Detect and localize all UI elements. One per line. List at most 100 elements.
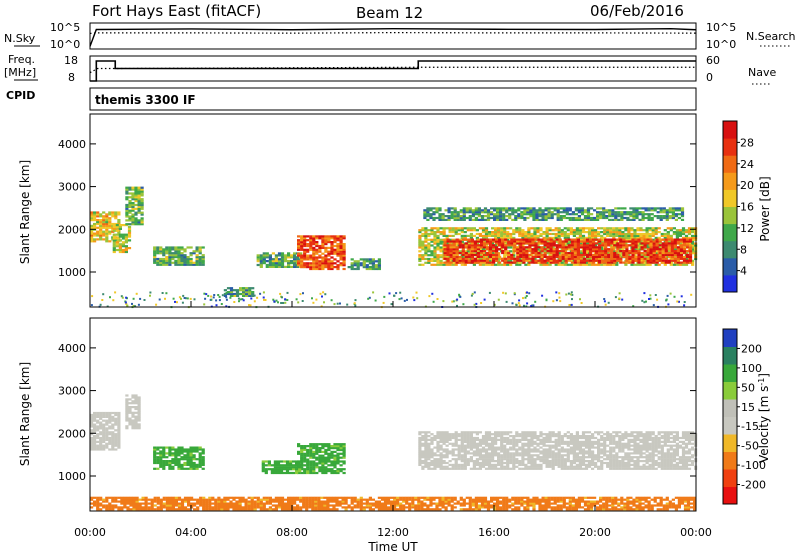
- power-cell: [644, 209, 648, 212]
- power-cell: [290, 265, 294, 268]
- power-cell: [432, 300, 435, 303]
- velocity-cell: [454, 467, 458, 470]
- velocity-cell: [102, 436, 106, 440]
- power-cell: [124, 239, 128, 242]
- velocity-cell: [327, 443, 331, 446]
- power-cell: [131, 215, 135, 218]
- power-cell: [124, 247, 128, 250]
- power-cell: [516, 251, 520, 255]
- power-cell: [424, 250, 428, 253]
- velocity-cell: [472, 454, 476, 457]
- power-cell: [156, 252, 160, 255]
- power-cell: [198, 257, 202, 261]
- velocity-cell: [303, 470, 307, 473]
- power-cell: [642, 236, 646, 239]
- power-cell: [558, 296, 561, 299]
- power-cell: [445, 234, 449, 237]
- power-cell: [534, 300, 537, 303]
- power-cell: [673, 295, 676, 298]
- velocity-cell: [159, 458, 163, 461]
- velocity-cell: [418, 442, 422, 445]
- velocity-cell: [469, 458, 473, 461]
- power-cell: [153, 252, 157, 255]
- power-cell: [466, 250, 470, 253]
- power-cell: [666, 227, 670, 230]
- power-cell: [500, 263, 504, 266]
- power-cell: [471, 215, 475, 218]
- power-cell: [670, 242, 674, 245]
- velocity-cell: [436, 458, 440, 461]
- velocity-cell: [451, 435, 455, 438]
- power-cell: [353, 260, 357, 263]
- velocity-cell: [487, 463, 492, 466]
- velocity-cell: [156, 448, 160, 451]
- power-cell: [327, 237, 331, 240]
- power-cell: [309, 237, 313, 240]
- power-cell: [578, 257, 582, 261]
- velocity-cell: [424, 442, 428, 445]
- power-cell: [330, 244, 334, 248]
- power-cell: [634, 250, 638, 253]
- power-cell: [377, 266, 381, 269]
- power-cell: [134, 213, 138, 216]
- power-cell: [616, 257, 620, 260]
- velocity-cell: [497, 467, 501, 470]
- power-cell: [135, 292, 138, 295]
- power-cell: [333, 239, 337, 242]
- power-cell: [460, 263, 464, 266]
- velocity-cell: [117, 435, 121, 438]
- power-cell: [259, 292, 262, 295]
- power-cell: [438, 207, 442, 210]
- power-cell: [656, 215, 660, 218]
- velocity-cell: [472, 467, 476, 470]
- velocity-cell: [131, 411, 135, 414]
- power-cell: [548, 263, 552, 266]
- power-cell: [439, 250, 443, 253]
- power-cell: [568, 304, 571, 307]
- velocity-cell: [436, 463, 440, 466]
- power-cell: [312, 235, 316, 238]
- velocity-cell: [312, 464, 316, 467]
- power-cell: [460, 240, 464, 243]
- power-cell: [180, 297, 182, 300]
- power-cell: [333, 248, 337, 251]
- power-cell: [445, 227, 449, 230]
- power-cell: [127, 227, 132, 230]
- velocity-cell: [436, 431, 440, 434]
- power-cell: [644, 216, 648, 220]
- power-cell: [102, 211, 106, 214]
- velocity-cell: [451, 448, 455, 451]
- velocity-cell: [491, 458, 495, 461]
- power-cell: [454, 244, 458, 247]
- power-cell: [535, 209, 539, 212]
- power-cell: [509, 250, 513, 253]
- velocity-cell: [168, 452, 172, 455]
- power-cell: [430, 250, 434, 253]
- power-cell: [542, 246, 546, 249]
- power-cell: [571, 213, 575, 216]
- power-cell: [523, 216, 527, 220]
- velocity-cell: [99, 427, 103, 430]
- power-cell: [300, 258, 304, 261]
- power-cell: [643, 301, 646, 304]
- velocity-cell: [131, 421, 135, 424]
- velocity-cell: [463, 452, 467, 455]
- velocity-cell: [336, 470, 340, 473]
- power-cell: [259, 254, 263, 257]
- velocity-cell: [430, 450, 434, 453]
- power-cell: [626, 213, 630, 216]
- power-cell: [688, 238, 693, 241]
- power-cell: [629, 207, 633, 210]
- velocity-cell: [342, 468, 346, 471]
- power-cell: [631, 242, 635, 245]
- power-cell: [604, 238, 608, 241]
- velocity-cell: [114, 417, 118, 420]
- power-cell: [652, 255, 656, 258]
- power-cell: [519, 248, 523, 251]
- power-cell: [239, 298, 242, 301]
- power-cell: [457, 229, 461, 232]
- power-cell: [492, 244, 496, 247]
- power-cell: [433, 234, 437, 237]
- power-cell: [495, 246, 499, 249]
- velocity-cell: [306, 445, 310, 448]
